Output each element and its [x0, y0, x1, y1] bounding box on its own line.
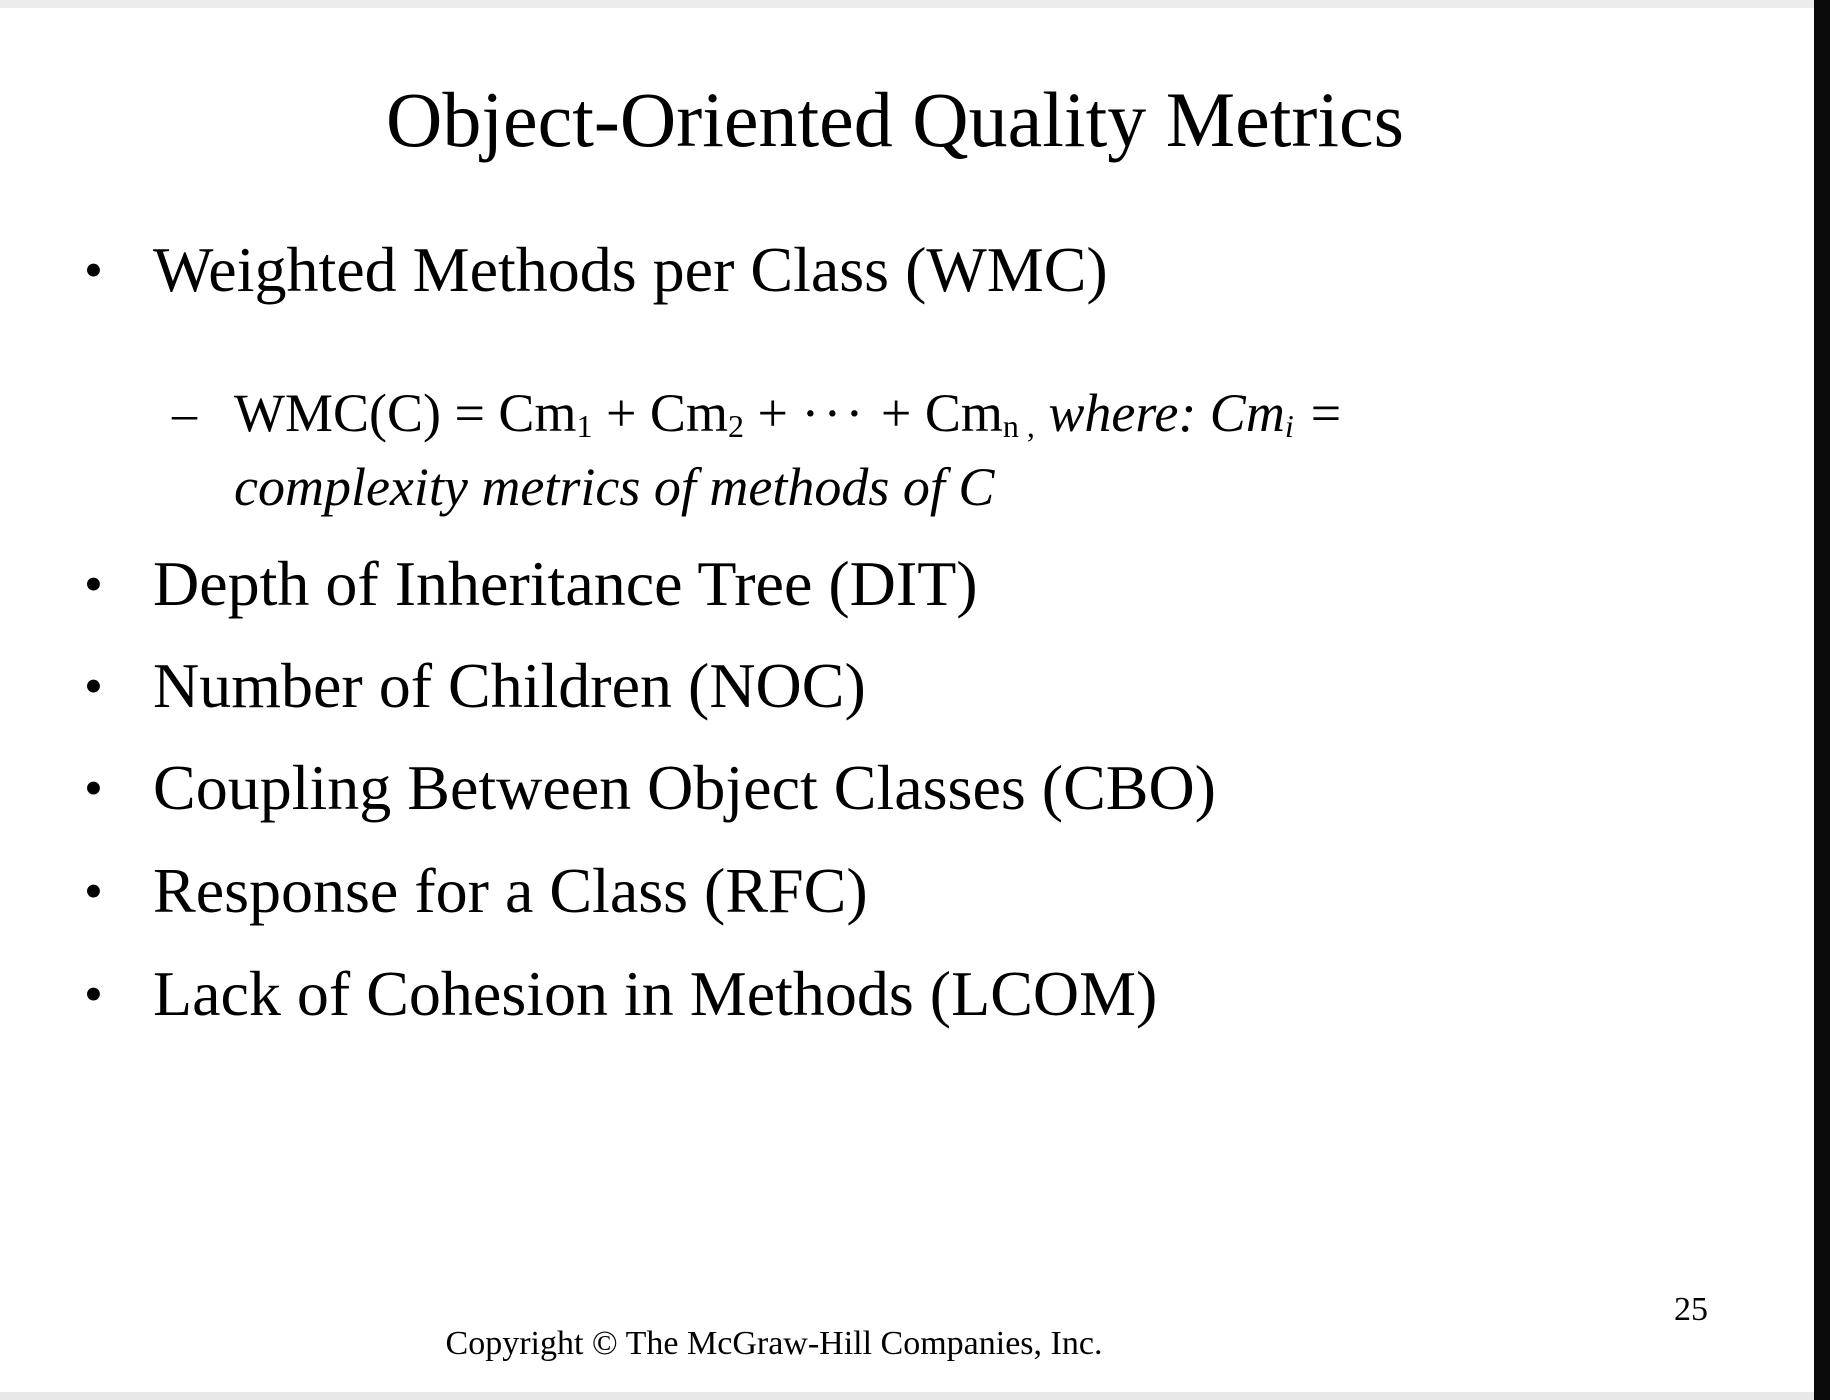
formula-plus-1: + Cm [592, 383, 728, 443]
formula-plus-2: + Cm [867, 383, 1003, 443]
bullet-dot: • [84, 240, 103, 300]
bullet-label: Number of Children (NOC) [153, 650, 866, 721]
window-top-border [0, 0, 1830, 8]
slide: Object-Oriented Quality Metrics • Weight… [0, 8, 1812, 1392]
wmc-formula-description: complexity metrics of methods of C [234, 457, 995, 517]
formula-plus-dots: + [743, 383, 802, 443]
formula-ellipsis: ··· [801, 383, 868, 443]
wmc-formula: WMC(C) = Cm1 + Cm2 + ··· + Cmn , where: … [234, 376, 1344, 457]
bullet-label: Lack of Cohesion in Methods (LCOM) [153, 958, 1158, 1029]
bullet-dot: • [84, 758, 103, 818]
bullet-label: Response for a Class (RFC) [153, 855, 868, 926]
copyright-footer: Copyright © The McGraw-Hill Companies, I… [445, 1325, 1103, 1362]
bullet-dot: • [84, 656, 103, 716]
window-bottom-border [0, 1392, 1830, 1400]
formula-where: where: Cm [1034, 383, 1285, 443]
scrollbar[interactable] [1814, 0, 1830, 1400]
subscript-2: 2 [727, 408, 744, 444]
bullet-dot: • [84, 964, 103, 1024]
slide-title: Object-Oriented Quality Metrics [386, 76, 1404, 163]
bullet-dot: • [84, 861, 103, 921]
bullet-label: Coupling Between Object Classes (CBO) [153, 752, 1216, 823]
subscript-i: i [1284, 408, 1294, 444]
sub-item-dash: – [172, 385, 197, 441]
subscript-n: n , [1002, 408, 1035, 444]
bullet-dot: • [84, 554, 103, 614]
bullet-label: Depth of Inheritance Tree (DIT) [153, 548, 978, 619]
page-number: 25 [1674, 1291, 1708, 1328]
formula-prefix: WMC(C) = Cm [234, 383, 577, 443]
bullet-label: Weighted Methods per Class (WMC) [153, 234, 1108, 305]
subscript-1: 1 [576, 408, 593, 444]
formula-equals: = [1293, 383, 1344, 443]
